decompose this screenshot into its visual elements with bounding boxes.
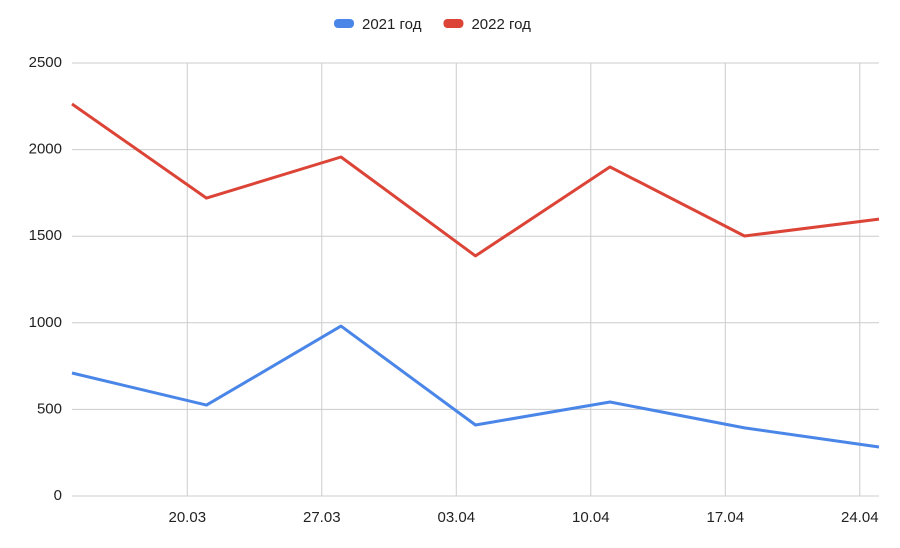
legend-swatch bbox=[334, 19, 354, 28]
data-line bbox=[71, 324, 880, 449]
y-tick-label: 500 bbox=[37, 400, 62, 417]
y-tick-label: 2000 bbox=[29, 141, 62, 158]
data-line bbox=[71, 102, 880, 258]
legend-swatch bbox=[443, 19, 464, 28]
legend-label: 2021 год bbox=[362, 16, 422, 33]
y-tick-label: 1500 bbox=[29, 227, 62, 244]
y-tick-label: 1000 bbox=[29, 314, 62, 331]
y-tick-label: 0 bbox=[54, 487, 62, 504]
x-tick-label: 27.03 bbox=[303, 509, 341, 526]
legend-label: 2022 год bbox=[471, 16, 531, 33]
x-tick-label: 03.04 bbox=[438, 509, 476, 526]
x-tick-label: 20.03 bbox=[169, 509, 207, 526]
y-tick-label: 2500 bbox=[29, 54, 62, 71]
x-tick-label: 17.04 bbox=[707, 509, 745, 526]
x-tick-label: 24.04 bbox=[841, 509, 879, 526]
x-tick-label: 10.04 bbox=[572, 509, 610, 526]
